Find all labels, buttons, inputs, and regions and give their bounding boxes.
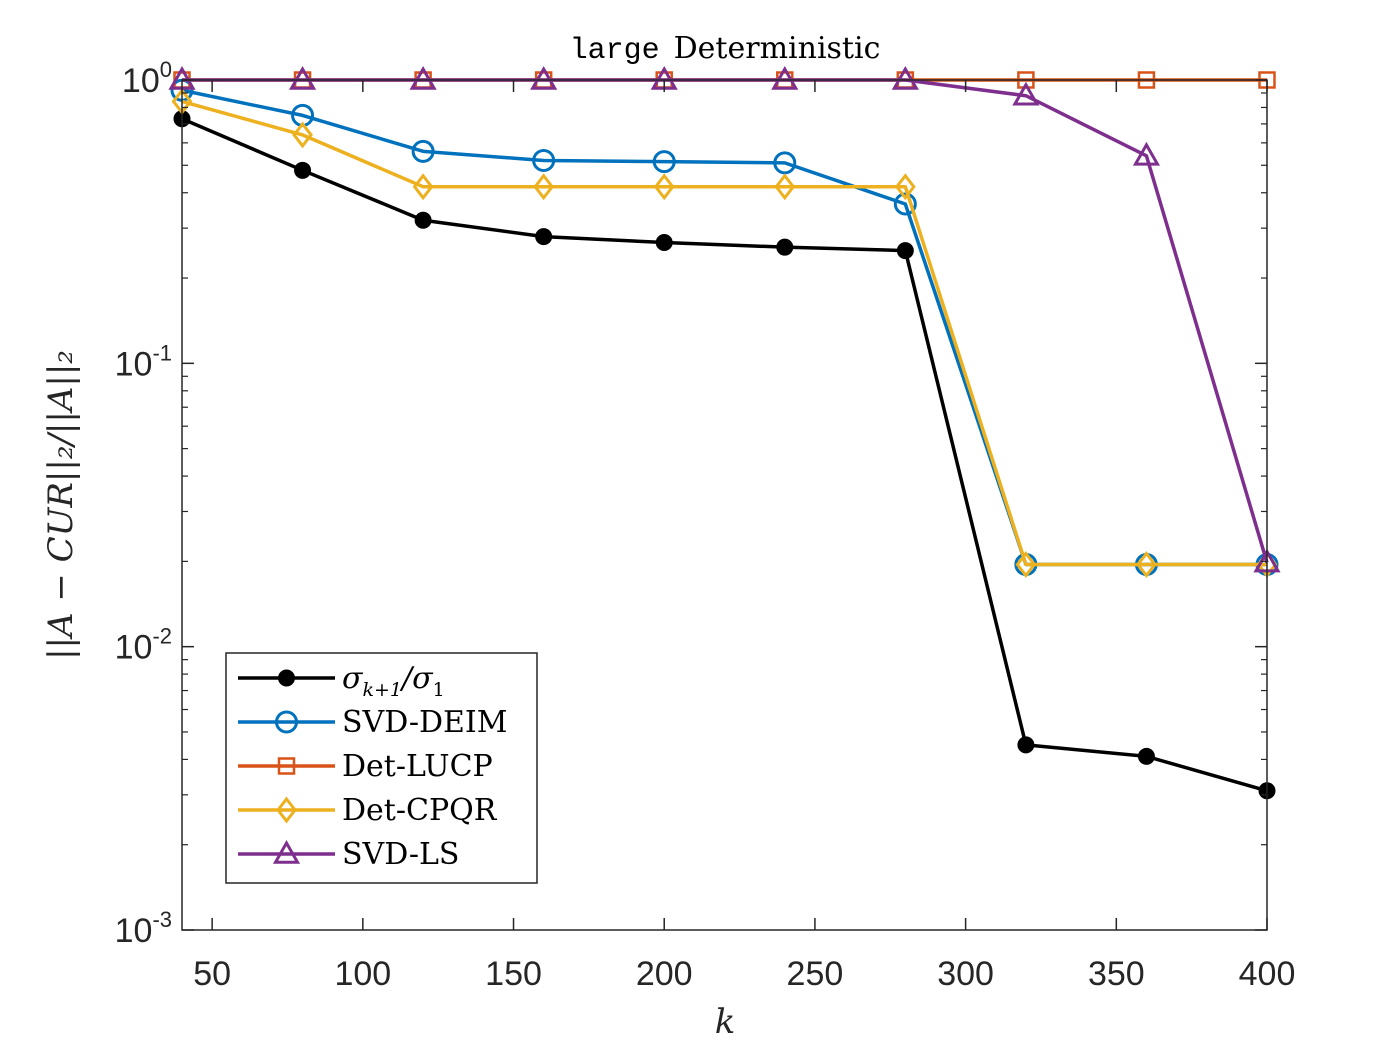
- series-line-3: [181, 99, 1267, 567]
- data-point-0-2: [414, 211, 432, 229]
- x-tick-label-5: 300: [937, 955, 994, 993]
- legend-label-4: SVD-LS: [342, 837, 459, 872]
- legend-label-0: σk+1/σ1: [342, 661, 445, 701]
- data-point-3-6: [894, 173, 916, 201]
- legend-marker-1: [275, 710, 298, 734]
- x-axis-label: k: [715, 1002, 736, 1042]
- data-point-0-5: [776, 238, 794, 256]
- x-tick-label-7: 400: [1239, 955, 1296, 993]
- x-tick-label-1: 100: [334, 955, 391, 993]
- x-tick-label-4: 250: [787, 955, 844, 993]
- y-tick-label-3: 10-3: [115, 907, 172, 950]
- data-point-0-7: [1017, 736, 1035, 754]
- legend: σk+1/σ1 SVD-DEIM Det-LUCP Det-CPQR SVD-LS: [225, 652, 538, 884]
- data-point-4-8: [1132, 141, 1161, 166]
- x-tick-label-0: 50: [193, 955, 231, 993]
- y-tick-label-1: 10-1: [115, 340, 172, 383]
- data-point-3-8: [1136, 551, 1157, 578]
- y-tick-label-0: 100: [122, 57, 172, 100]
- series-0: [173, 110, 1276, 800]
- data-point-3-3: [533, 173, 555, 201]
- axes-box: [181, 79, 1268, 931]
- data-point-1-4: [652, 150, 676, 174]
- legend-entry-4: SVD-LS: [238, 837, 459, 872]
- data-point-1-5: [773, 151, 797, 175]
- x-tick-label-3: 200: [636, 955, 693, 993]
- data-point-4-3: [530, 65, 558, 90]
- data-point-1-3: [532, 148, 556, 172]
- chart-title-mono: large: [570, 34, 660, 68]
- legend-entry-3: Det-CPQR: [238, 793, 498, 828]
- data-point-0-8: [1137, 747, 1155, 765]
- data-point-3-5: [774, 173, 796, 201]
- data-point-0-6: [896, 242, 914, 260]
- chart-title: large Deterministic: [570, 31, 881, 68]
- x-tick-label-2: 150: [485, 955, 542, 993]
- data-point-3-2: [412, 173, 434, 201]
- data-point-0-1: [294, 161, 312, 179]
- axes-layer: [181, 79, 1268, 931]
- data-point-4-6: [891, 65, 919, 90]
- data-point-0-4: [655, 233, 673, 251]
- tick-labels: 50 100 150 200 250 300 350 400 100 10-1 10-2 10-3: [115, 57, 1296, 993]
- legend-entry-0: σk+1/σ1: [238, 661, 445, 701]
- data-point-4-5: [771, 65, 799, 90]
- data-point-4-2: [409, 65, 437, 90]
- legend-marker-0: [278, 669, 295, 687]
- y-tick-label-2: 10-2: [115, 624, 172, 667]
- data-point-4-1: [288, 65, 317, 90]
- data-point-1-6: [893, 192, 917, 216]
- data-point-0-3: [535, 228, 553, 246]
- x-tick-label-6: 350: [1088, 955, 1145, 993]
- data-point-4-7: [1012, 81, 1040, 106]
- legend-label-1: SVD-DEIM: [342, 705, 507, 740]
- legend-label-3: Det-CPQR: [342, 793, 498, 828]
- y-axis-label: ||A − CUR||₂/||A||₂: [41, 350, 81, 660]
- chart-title-text: Deterministic: [674, 31, 881, 66]
- data-point-1-2: [411, 139, 435, 163]
- legend-marker-4: [272, 839, 301, 864]
- legend-marker-3: [276, 796, 297, 824]
- data-point-3-1: [292, 121, 313, 149]
- data-point-3-7: [1015, 551, 1037, 578]
- series-line-0: [181, 117, 1268, 793]
- legend-entry-2: Det-LUCP: [238, 749, 493, 784]
- data-point-3-4: [653, 173, 675, 201]
- legend-entry-1: SVD-DEIM: [238, 705, 507, 740]
- legend-label-2: Det-LUCP: [342, 749, 493, 784]
- legend-marker-2: [277, 757, 296, 775]
